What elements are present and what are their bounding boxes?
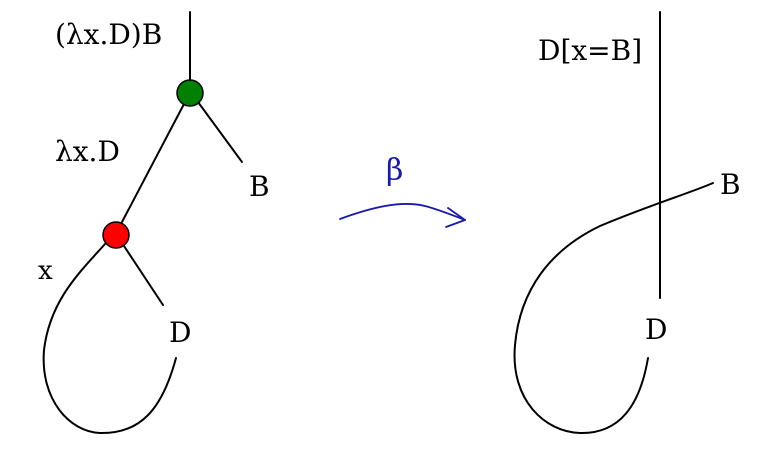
beta-arrow: β bbox=[339, 153, 466, 228]
left-argument-edge bbox=[197, 101, 243, 163]
right-result-label: D[x=B] bbox=[538, 34, 642, 67]
left-argument-label: B bbox=[249, 170, 270, 203]
left-lambda-label: λx.D bbox=[55, 135, 120, 168]
lambda-node bbox=[102, 221, 130, 249]
left-body-edge bbox=[123, 245, 164, 306]
right-argument-label: B bbox=[720, 168, 741, 201]
beta-arrowhead-icon bbox=[445, 207, 466, 228]
beta-label: β bbox=[386, 153, 403, 188]
left-variable-loop bbox=[42, 243, 177, 435]
right-graph: D[x=B] B D bbox=[513, 11, 741, 435]
beta-arrow-curve bbox=[339, 203, 466, 221]
left-body-label: D bbox=[169, 316, 191, 349]
left-graph: (λx.D)B λx.D B x D bbox=[38, 11, 270, 435]
left-root-label: (λx.D)B bbox=[55, 18, 162, 51]
right-substitution-loop bbox=[513, 182, 714, 435]
right-body-label: D bbox=[645, 313, 667, 346]
application-node bbox=[176, 79, 204, 107]
left-variable-label: x bbox=[38, 256, 53, 286]
left-function-edge bbox=[121, 103, 185, 223]
